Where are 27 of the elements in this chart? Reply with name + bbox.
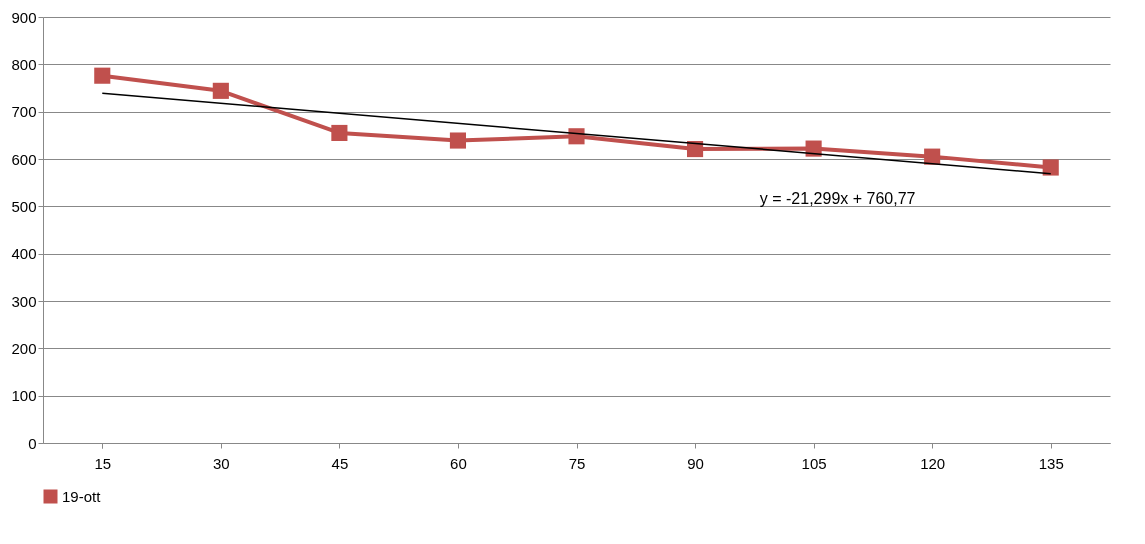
point	[568, 128, 585, 145]
x-tick-label: 15	[94, 454, 112, 472]
x-tick-label: 60	[450, 454, 467, 472]
x-tick-label: 75	[568, 454, 586, 472]
legend-label: 19-ott	[62, 487, 102, 505]
point	[212, 82, 229, 99]
point	[1042, 159, 1059, 176]
y-tick-label: 200	[11, 339, 37, 357]
y-tick-label: 900	[11, 8, 37, 26]
y-tick-label: 500	[11, 197, 37, 215]
y-tick-label: 300	[11, 292, 37, 310]
y-tick-label: 600	[11, 150, 37, 168]
y-tick-label: 0	[28, 434, 37, 452]
x-tick-label: 135	[1038, 454, 1064, 472]
y-tick-label: 100	[11, 387, 37, 405]
x-tick-label: 90	[687, 454, 704, 472]
point	[331, 124, 348, 142]
annotation: y = -21,299x + 760,77	[759, 190, 916, 207]
x-tick-label: 120	[920, 454, 946, 472]
y-tick-label: 400	[11, 245, 37, 263]
x-tick-label: 105	[801, 454, 827, 472]
point	[94, 67, 111, 84]
y-tick-label: 700	[11, 103, 37, 121]
x-tick-label: 45	[331, 454, 349, 472]
point	[449, 132, 467, 149]
x-tick-label: 30	[212, 454, 230, 472]
y-tick-label: 800	[11, 55, 37, 73]
